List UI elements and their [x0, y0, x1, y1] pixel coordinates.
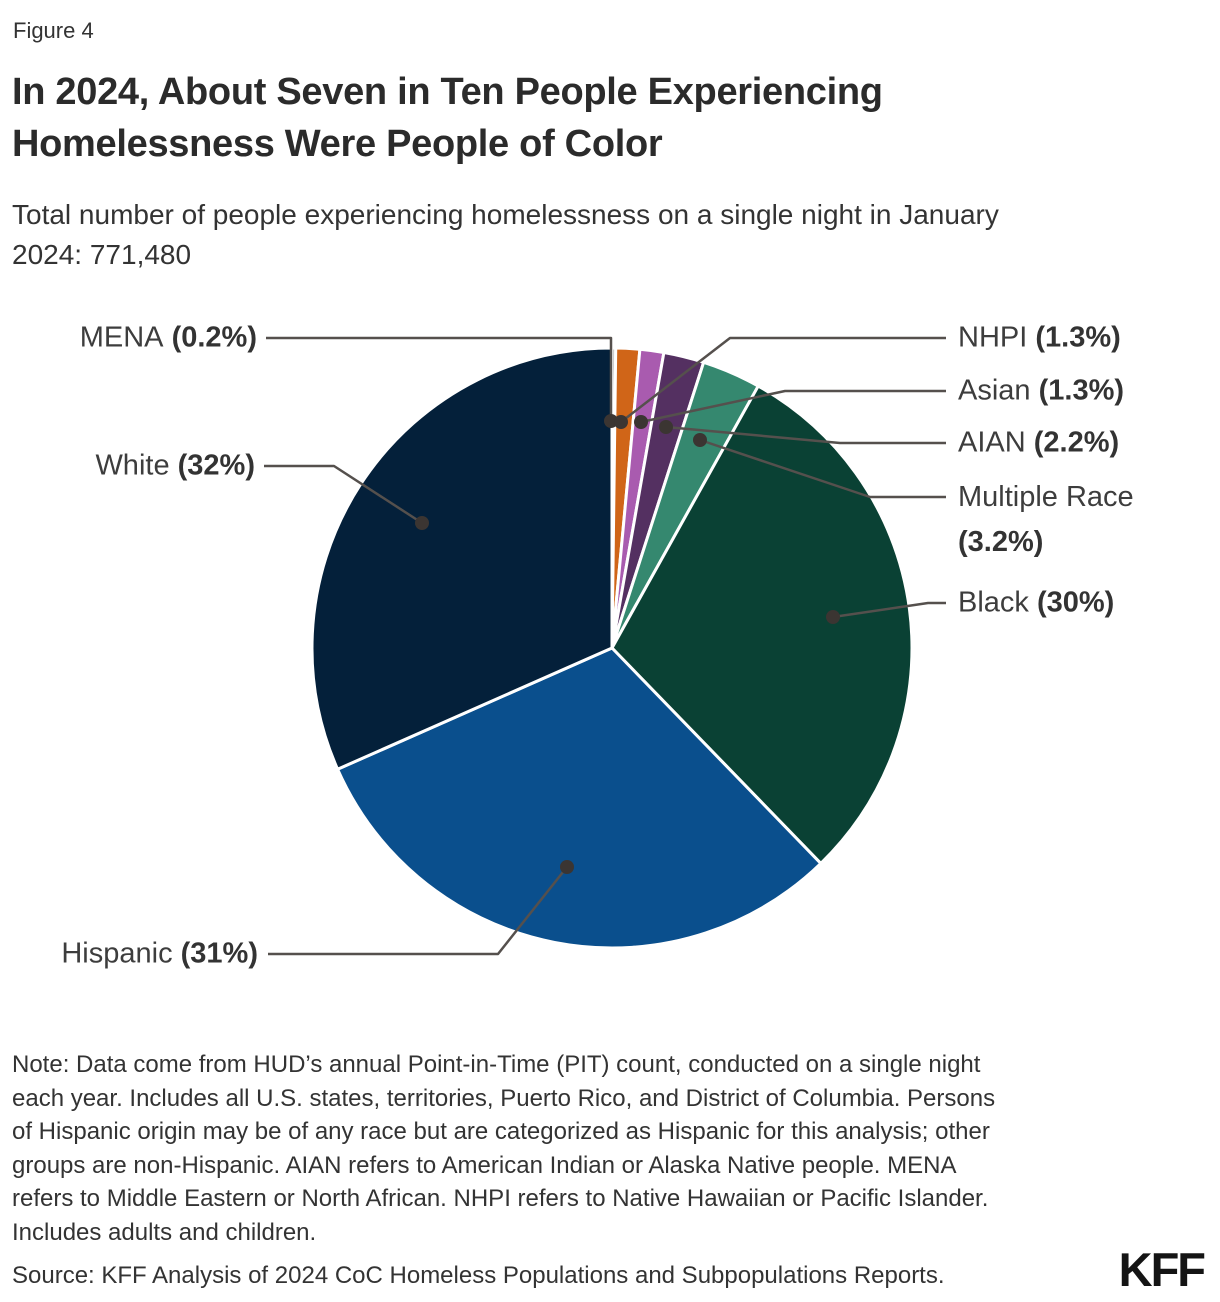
leader-line-aian — [665, 425, 946, 445]
pie-label-white: White (32%) — [95, 449, 255, 482]
figure-label: Figure 4 — [13, 18, 94, 43]
kff-logo: KFF — [1118, 1243, 1206, 1296]
note-text: Note: Data come from HUD’s annual Point-… — [12, 1051, 996, 1246]
page-title: In 2024, About Seven in Ten People Exper… — [12, 71, 883, 165]
pie-label-hispanic: Hispanic (31%) — [61, 937, 258, 970]
leader-dot-multiple-race — [693, 433, 707, 447]
pie-label-nhpi: NHPI (1.3%) — [958, 321, 1121, 354]
leader-dot-hispanic — [560, 860, 574, 874]
leader-dot-black — [826, 610, 840, 624]
pie-label-asian: Asian (1.3%) — [958, 374, 1125, 407]
leader-line-hispanic — [268, 866, 568, 956]
leader-dot-white — [415, 516, 429, 530]
source-text: Source: KFF Analysis of 2024 CoC Homeles… — [12, 1262, 945, 1289]
leader-line-nhpi — [620, 336, 946, 423]
pie-label-aian: AIAN (2.2%) — [958, 426, 1120, 459]
leader-dot-aian — [659, 420, 673, 434]
leader-line-white — [264, 464, 423, 525]
chart-subtitle: Total number of people experiencing home… — [12, 199, 999, 270]
leader-line-multiple-race — [699, 438, 946, 499]
pie-slice-black — [610, 384, 914, 865]
leader-line-black — [832, 601, 946, 619]
pie-label-multiple-race: Multiple Race (3.2%) — [958, 481, 1134, 558]
pie-label-mena: MENA (0.2%) — [79, 321, 257, 354]
pie-slice-hispanic — [336, 646, 823, 950]
leader-dot-asian — [634, 415, 648, 429]
leader-line-mena — [266, 336, 613, 421]
leader-line-asian — [640, 389, 946, 424]
pie-label-black: Black (30%) — [958, 586, 1115, 619]
leader-dot-nhpi — [614, 415, 628, 429]
